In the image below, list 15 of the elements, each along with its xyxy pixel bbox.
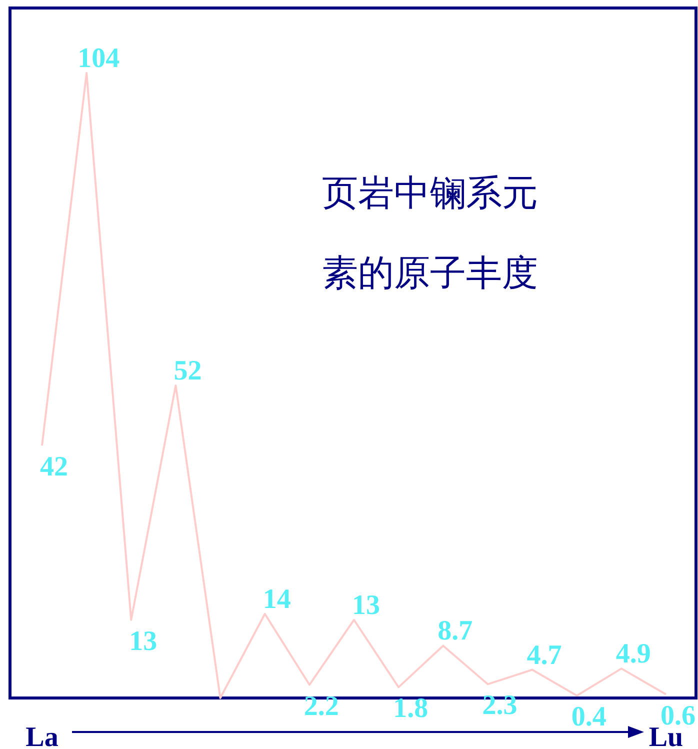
- data-label: 42: [40, 452, 68, 483]
- text: 页岩中镧系元素的原子丰度: [322, 173, 538, 294]
- data-label: 13: [129, 626, 158, 657]
- data-label: 2.2: [304, 690, 339, 722]
- data-label: 52: [174, 356, 202, 386]
- data-label: 4.7: [526, 640, 562, 671]
- data-label: 104: [78, 43, 120, 74]
- x-tick-label: La: [26, 722, 58, 749]
- data-label: 0.4: [571, 702, 606, 733]
- data-label: 8.7: [438, 616, 473, 647]
- data-label: 13: [352, 590, 380, 621]
- data-label: 1.8: [393, 693, 428, 724]
- data-label: 2.3: [482, 690, 518, 722]
- data-label: 14: [262, 584, 291, 615]
- data-label: 4.9: [616, 638, 651, 670]
